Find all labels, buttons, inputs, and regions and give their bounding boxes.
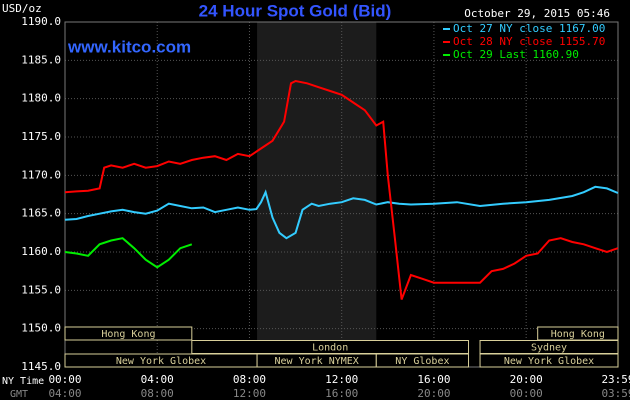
y-tick-label: 1170.0 [21,168,61,181]
y-tick-label: 1190.0 [21,15,61,28]
y-tick-label: 1180.0 [21,92,61,105]
x-row-label: GMT [10,389,28,400]
gmt-tick-label: 12:00 [233,387,266,400]
watermark: www.kitco.com [67,37,191,56]
session-box [479,353,619,368]
gmt-tick-label: 08:00 [141,387,174,400]
x-tick-label: 16:00 [417,373,450,386]
session-label: Hong Kong [551,329,605,340]
x-tick-label: 23:59 [601,373,630,386]
legend-entry: Oct 27 NY close 1167.00 [453,22,605,35]
price-line [64,185,619,240]
y-tick-label: 1160.0 [21,245,61,258]
session-label: New York Globex [116,356,206,367]
gmt-tick-label: 16:00 [325,387,358,400]
gmt-tick-label: 03:59 [601,387,630,400]
y-tick-label: 1150.0 [21,322,61,335]
session-label: New York Globex [504,356,594,367]
legend-entry: Oct 28 NY close 1155.70 [453,35,605,48]
y-tick-label: 1155.0 [21,283,61,296]
gmt-tick-label: 00:00 [510,387,543,400]
legend-entry: Oct 29 Last 1160.90 [453,48,579,61]
chart-title: 24 Hour Spot Gold (Bid) [199,1,392,20]
highlight-band [257,22,377,367]
price-line [64,237,193,269]
gmt-tick-label: 20:00 [417,387,450,400]
x-tick-label: 04:00 [141,373,174,386]
session-label: London [312,343,348,354]
gmt-tick-label: 04:00 [48,387,81,400]
x-tick-label: 12:00 [325,373,358,386]
unit-label: USD/oz [2,2,42,15]
x-tick-label: 20:00 [510,373,543,386]
session-box [64,326,193,341]
session-label: Sydney [531,343,567,354]
session-label: New York NYMEX [275,356,359,367]
y-tick-label: 1145.0 [21,360,61,373]
x-row-label: NY Time [2,376,44,387]
x-tick-label: 00:00 [48,373,81,386]
x-tick-label: 08:00 [233,373,266,386]
y-tick-label: 1175.0 [21,130,61,143]
timestamp: October 29, 2015 05:46 [464,7,610,20]
y-tick-label: 1185.0 [21,53,61,66]
session-box [375,353,470,368]
price-line [64,79,619,300]
session-label: NY Globex [395,356,449,367]
y-tick-label: 1165.0 [21,207,61,220]
session-label: Hong Kong [101,329,155,340]
